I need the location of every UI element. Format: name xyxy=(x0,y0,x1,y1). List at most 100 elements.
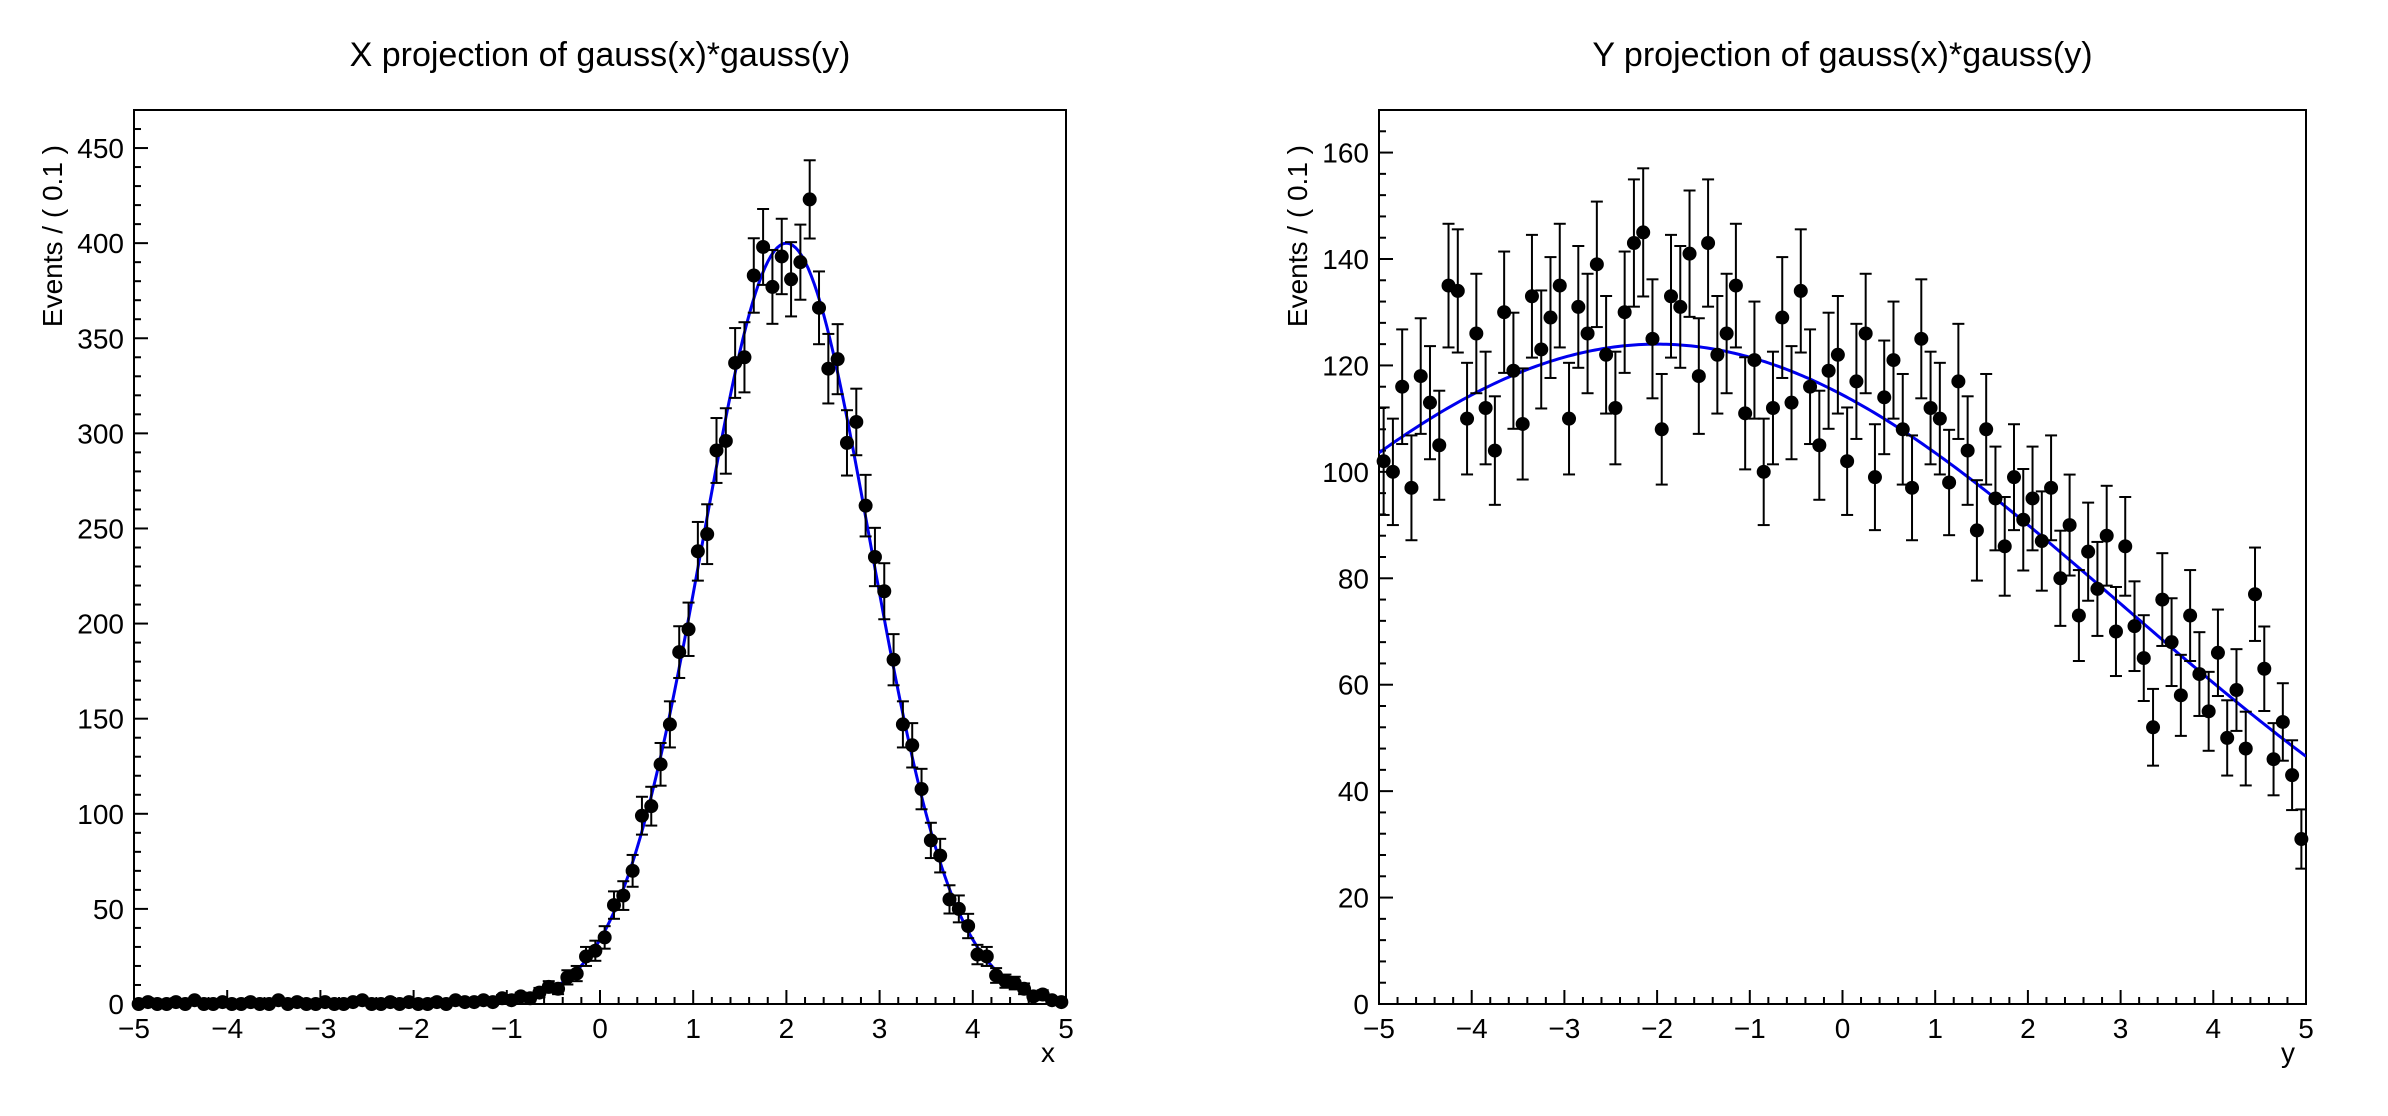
data-point xyxy=(1951,374,1966,389)
y-tick-label: 250 xyxy=(77,513,124,544)
x-axis-title: x xyxy=(1041,1037,1055,1068)
y-tick-label: 120 xyxy=(1322,350,1369,381)
data-point xyxy=(961,919,976,934)
y-tick-label: 300 xyxy=(77,418,124,449)
data-point xyxy=(588,943,603,958)
data-point xyxy=(1636,225,1651,240)
data-point xyxy=(1682,246,1697,261)
data-point xyxy=(1812,438,1827,453)
x-tick-label: −3 xyxy=(1548,1013,1580,1044)
data-point xyxy=(2016,512,2031,527)
x-tick-label: −5 xyxy=(1363,1013,1395,1044)
data-point xyxy=(830,352,845,367)
data-point xyxy=(709,443,724,458)
data-point xyxy=(914,782,929,797)
data-point xyxy=(2099,528,2114,543)
chart-title: X projection of gauss(x)*gauss(y) xyxy=(350,36,851,74)
y-tick-label: 150 xyxy=(77,704,124,735)
data-point xyxy=(1728,278,1743,293)
data-point xyxy=(1701,236,1716,251)
data-point xyxy=(905,738,920,753)
data-point xyxy=(1562,411,1577,426)
data-point xyxy=(1422,395,1437,410)
plot-frame xyxy=(133,109,1067,1005)
data-point xyxy=(1478,401,1493,415)
data-point xyxy=(951,901,966,916)
data-point xyxy=(2062,518,2077,533)
data-point xyxy=(942,892,957,907)
data-point xyxy=(1747,353,1762,368)
data-point xyxy=(2136,651,2151,666)
data-point xyxy=(1979,422,1994,437)
error-bars xyxy=(1379,167,2306,870)
data-point xyxy=(2229,683,2244,698)
data-point xyxy=(569,966,584,981)
data-point xyxy=(1738,406,1753,421)
y-tick-label: 60 xyxy=(1338,670,1369,701)
data-point xyxy=(1673,299,1688,314)
data-point xyxy=(1775,310,1790,325)
y-projection-plot: −5 −4 −3 −2 −1 0 1 2 3 4 5 0 20 40 60 80 100 120 140 160 Y p… xyxy=(1194,0,2388,1116)
y-tick-labels: 0 50 100 150 200 250 300 350 400 450 xyxy=(77,133,124,1020)
data-point xyxy=(1589,257,1604,272)
data-point xyxy=(1840,454,1855,469)
data-point xyxy=(1905,480,1920,495)
data-point xyxy=(849,414,864,429)
error-bars xyxy=(141,159,1066,1004)
x-tick-label: 0 xyxy=(592,1013,608,1044)
data-point xyxy=(1543,310,1558,325)
data-point xyxy=(2192,667,2207,682)
x-tick-label: −3 xyxy=(304,1013,336,1044)
data-point xyxy=(2081,544,2096,559)
y-axis-ticks xyxy=(1379,109,1393,1005)
data-point xyxy=(1487,443,1502,458)
data-point xyxy=(1469,326,1484,341)
data-point xyxy=(877,584,892,599)
data-point xyxy=(1460,411,1475,426)
data-point xyxy=(867,550,882,564)
data-point xyxy=(1017,981,1032,996)
x-tick-label: −2 xyxy=(1641,1013,1673,1044)
y-tick-label: 0 xyxy=(1353,989,1369,1020)
data-point xyxy=(793,255,808,270)
data-point xyxy=(1515,416,1530,431)
y-tick-label: 350 xyxy=(77,323,124,354)
data-point xyxy=(746,268,761,283)
x-tick-label: −1 xyxy=(491,1013,523,1044)
data-point xyxy=(2071,608,2086,623)
x-tick-label: 4 xyxy=(965,1013,981,1044)
data-point xyxy=(1691,369,1706,384)
data-point xyxy=(2275,714,2290,729)
x-axis-ticks xyxy=(1378,990,2307,1004)
data-point xyxy=(933,848,948,863)
y-tick-label: 200 xyxy=(77,609,124,640)
data-point xyxy=(1877,390,1892,405)
data-point xyxy=(895,717,910,732)
fit-curve-group xyxy=(134,241,1066,1004)
data-point xyxy=(1506,363,1521,378)
data-point xyxy=(1914,331,1929,346)
data-point xyxy=(2294,832,2309,847)
data-point xyxy=(1608,401,1623,415)
data-point xyxy=(1664,289,1678,304)
chart-title: Y projection of gauss(x)*gauss(y) xyxy=(1592,36,2092,74)
data-point xyxy=(1626,236,1641,251)
data-point xyxy=(700,527,715,542)
data-point xyxy=(2034,534,2049,549)
data-point xyxy=(1534,342,1549,357)
data-point xyxy=(886,652,901,667)
data-point xyxy=(812,300,827,315)
y-axis-title: Events / ( 0.1 ) xyxy=(37,145,68,327)
data-point xyxy=(2238,741,2253,756)
data-point xyxy=(1932,411,1947,426)
data-point xyxy=(2025,491,2040,506)
data-point xyxy=(1645,331,1660,346)
x-tick-label: 2 xyxy=(2020,1013,2036,1044)
data-point xyxy=(1395,379,1410,394)
x-tick-label: 5 xyxy=(1058,1013,1074,1044)
data-point xyxy=(2007,470,2021,485)
data-point xyxy=(718,433,733,448)
data-point xyxy=(1858,326,1873,341)
data-point xyxy=(690,544,705,559)
data-point xyxy=(1821,363,1836,378)
